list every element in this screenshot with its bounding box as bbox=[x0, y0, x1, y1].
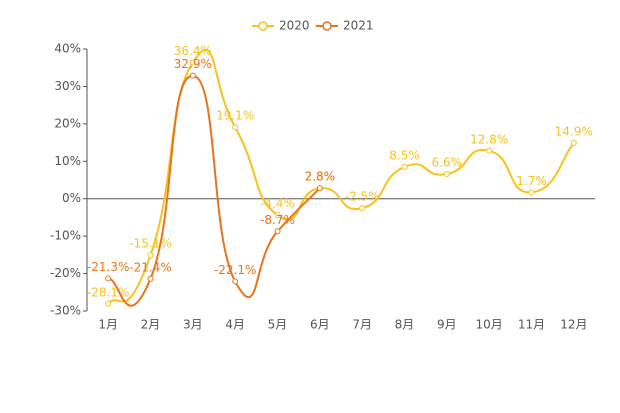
point bbox=[486, 147, 493, 154]
legend-marker bbox=[322, 21, 332, 31]
y-tick-label: 10% bbox=[54, 154, 81, 168]
value-label: -2.5% bbox=[345, 190, 380, 204]
value-label: -15.1% bbox=[129, 237, 171, 251]
value-label: 2.8% bbox=[305, 170, 336, 184]
point bbox=[401, 163, 408, 170]
value-label: 36.4% bbox=[174, 44, 212, 58]
x-tick-label: 1月 bbox=[98, 318, 118, 332]
y-tick-label: 30% bbox=[54, 79, 81, 93]
x-tick-label: 5月 bbox=[268, 318, 288, 332]
series-line bbox=[107, 74, 321, 307]
point bbox=[189, 59, 196, 66]
value-label: -4.4% bbox=[260, 197, 295, 211]
value-label: -8.7% bbox=[260, 213, 295, 227]
value-label: 8.5% bbox=[389, 148, 420, 162]
value-label: 2.8% bbox=[305, 170, 336, 184]
value-label: 6.6% bbox=[432, 156, 463, 170]
point bbox=[359, 205, 366, 212]
value-label: -28.1% bbox=[87, 285, 129, 299]
point bbox=[147, 275, 154, 282]
value-label: 14.9% bbox=[555, 124, 593, 138]
y-tick-label: 20% bbox=[54, 116, 81, 130]
x-tick-label: 4月 bbox=[225, 318, 245, 332]
x-tick-label: 12月 bbox=[560, 318, 587, 332]
y-tick-label: -30% bbox=[50, 304, 81, 318]
point bbox=[443, 171, 450, 178]
value-label: 12.8% bbox=[470, 132, 508, 146]
y-tick-label: -10% bbox=[50, 229, 81, 243]
value-label: -21.4% bbox=[129, 260, 171, 274]
value-label: 1.7% bbox=[516, 174, 547, 188]
value-label: 19.1% bbox=[216, 109, 254, 123]
value-label: 32.9% bbox=[174, 57, 212, 71]
legend-marker bbox=[258, 21, 268, 31]
y-tick-label: 0% bbox=[62, 191, 81, 205]
point bbox=[147, 252, 154, 259]
point bbox=[274, 212, 281, 219]
x-tick-label: 3月 bbox=[183, 318, 203, 332]
x-tick-label: 9月 bbox=[437, 318, 457, 332]
legend-label: 2021 bbox=[343, 19, 374, 33]
value-label: -21.3% bbox=[87, 260, 129, 274]
legend-label: 2020 bbox=[279, 19, 310, 33]
series-line bbox=[107, 48, 575, 305]
point bbox=[316, 185, 323, 192]
point bbox=[189, 72, 196, 79]
x-tick-label: 10月 bbox=[476, 318, 503, 332]
point bbox=[528, 189, 535, 196]
x-tick-label: 8月 bbox=[395, 318, 415, 332]
x-tick-label: 11月 bbox=[518, 318, 545, 332]
point bbox=[570, 139, 577, 146]
point bbox=[232, 124, 239, 131]
y-tick-label: -20% bbox=[50, 266, 81, 280]
point bbox=[105, 275, 112, 282]
point bbox=[274, 228, 281, 235]
point bbox=[105, 300, 112, 307]
y-tick-label: 40% bbox=[54, 42, 81, 56]
x-tick-label: 7月 bbox=[352, 318, 372, 332]
x-tick-label: 6月 bbox=[310, 318, 330, 332]
x-tick-label: 2月 bbox=[141, 318, 161, 332]
value-label: -22.1% bbox=[214, 263, 256, 277]
point bbox=[232, 278, 239, 285]
